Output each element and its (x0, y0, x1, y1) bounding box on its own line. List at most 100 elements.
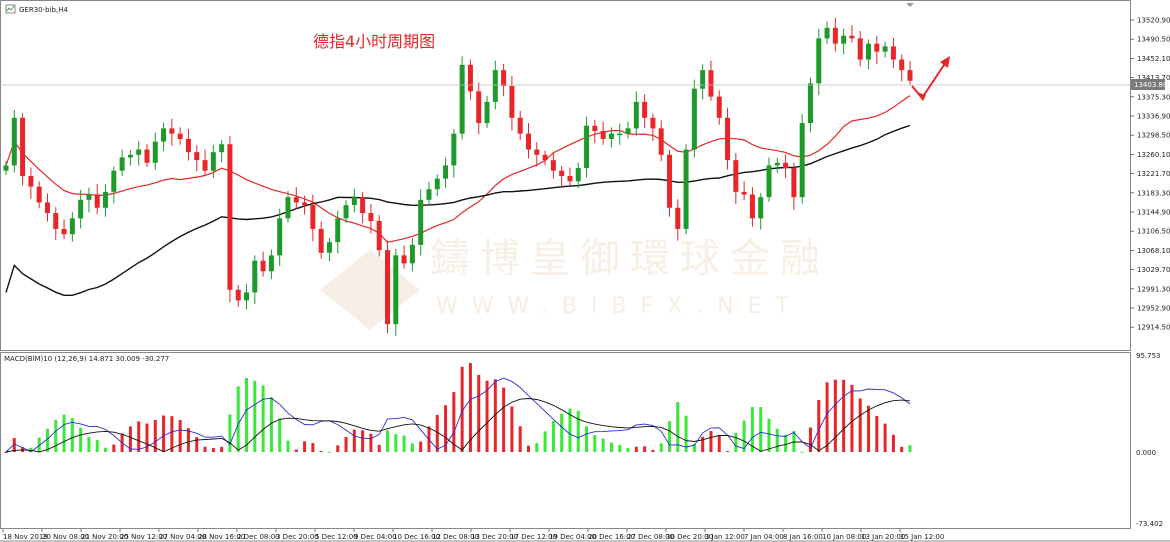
price-tick-label: 13452.10 (1137, 55, 1170, 63)
macd-histogram-bar (236, 386, 240, 452)
candle-body (169, 128, 175, 134)
candle-body (219, 144, 225, 153)
macd-histogram-bar (70, 418, 74, 452)
macd-histogram-bar (410, 443, 414, 452)
candle-body (783, 162, 789, 169)
macd-histogram-bar (369, 433, 373, 452)
macd-histogram-bar (651, 449, 655, 452)
macd-panel[interactable] (0, 352, 1131, 529)
candle-body (86, 194, 92, 200)
macd-histogram-bar (294, 449, 298, 452)
macd-histogram-bar (386, 430, 390, 452)
candle-body (824, 27, 830, 39)
macd-histogram-bar (875, 415, 879, 452)
candle-body (658, 128, 664, 155)
candle-body (119, 157, 125, 171)
candle-body (683, 149, 689, 229)
macd-histogram-bar (419, 441, 423, 452)
candle-body (360, 197, 366, 214)
candle-body (774, 162, 780, 166)
macd-histogram-bar (211, 447, 215, 452)
candle-body (351, 197, 357, 206)
macd-histogram-bar (551, 421, 555, 452)
macd-histogram-bar (867, 405, 871, 452)
macd-histogram-bar (361, 430, 365, 452)
watermark-en: WWW.BIBFX.NET (436, 294, 803, 319)
time-tick-label: 12 Dec 08:00 (432, 533, 479, 541)
macd-histogram-bar (228, 414, 232, 452)
candle-body (741, 191, 747, 195)
price-tick-label: 12952.90 (1137, 305, 1170, 313)
macd-histogram-bar (278, 418, 282, 452)
macd-histogram-bar (684, 415, 688, 452)
macd-histogram-bar (833, 379, 837, 452)
candle-body (227, 144, 233, 290)
macd-indicator-label: MACD(BlM)10 (12,26,9) 14.871 30.009 -30.… (4, 355, 169, 363)
macd-histogram-bar (576, 410, 580, 452)
candle-body (476, 91, 482, 124)
macd-histogram-bar (842, 379, 846, 452)
candle-body (409, 244, 415, 264)
candle-body (816, 38, 822, 84)
price-tick-label: 13260.10 (1137, 151, 1170, 159)
candle-body (691, 88, 697, 150)
macd-histogram-bar (203, 446, 207, 452)
candles (3, 17, 913, 336)
candle-body (310, 205, 316, 229)
macd-zero-value: 0.000 (1136, 449, 1156, 457)
price-tick-label: 13144.90 (1137, 209, 1170, 217)
candle-body (700, 70, 706, 89)
macd-histogram-bar (286, 440, 290, 452)
candle-body (385, 250, 391, 325)
candle-body (600, 131, 606, 139)
candle-body (484, 101, 490, 124)
candle-body (418, 199, 424, 245)
trend-arrow-icon (911, 56, 950, 101)
macd-histogram-bar (734, 433, 738, 452)
candle-body (525, 133, 531, 150)
macd-histogram-bar (784, 434, 788, 452)
price-tick-label: 13375.30 (1137, 93, 1170, 101)
candle-body (152, 141, 158, 163)
candle-body (161, 128, 167, 142)
candle-body (874, 43, 880, 52)
candle-body (252, 260, 258, 293)
time-tick-label: 17 Dec 12:00 (510, 533, 557, 541)
macd-histogram-bar (54, 419, 58, 452)
macd-histogram-bar (95, 440, 99, 452)
candle-body (608, 133, 614, 139)
candle-body (20, 117, 26, 176)
candle-body (832, 27, 838, 44)
macd-histogram-bar (12, 438, 16, 452)
candle-body (368, 213, 374, 221)
macd-histogram-bar (145, 423, 149, 452)
macd-histogram-bar (643, 446, 647, 452)
candle-body (78, 199, 84, 219)
macd-histogram-bar (692, 443, 696, 452)
macd-histogram-bar (162, 415, 166, 452)
time-tick-label: 13 Dec 20:00 (471, 533, 518, 541)
time-tick-label: 25 Nov 12:00 (120, 533, 167, 541)
macd-histogram-bar (62, 414, 66, 452)
symbol-title-text: GER30-bib,H4 (19, 6, 68, 14)
candle-body (791, 168, 797, 198)
candle-body (235, 289, 241, 301)
shift-marker-icon[interactable] (906, 3, 914, 7)
macd-histogram-bar (468, 363, 472, 452)
candle-body (335, 218, 341, 243)
macd-histogram-bar (153, 420, 157, 452)
macd-histogram-bar (883, 423, 887, 452)
candle-body (849, 35, 855, 39)
candle-body (501, 70, 507, 87)
main-price-panel[interactable] (0, 0, 1131, 351)
macd-histogram-bar (825, 382, 829, 452)
macd-histogram-bar (493, 379, 497, 452)
candle-body (625, 128, 631, 134)
macd-histogram-bar (717, 435, 721, 452)
time-tick-label: 3 Dec 20:00 (276, 533, 319, 541)
macd-histogram-bar (775, 428, 779, 452)
candle-body (285, 197, 291, 219)
macd-histogram-bar (245, 378, 249, 452)
